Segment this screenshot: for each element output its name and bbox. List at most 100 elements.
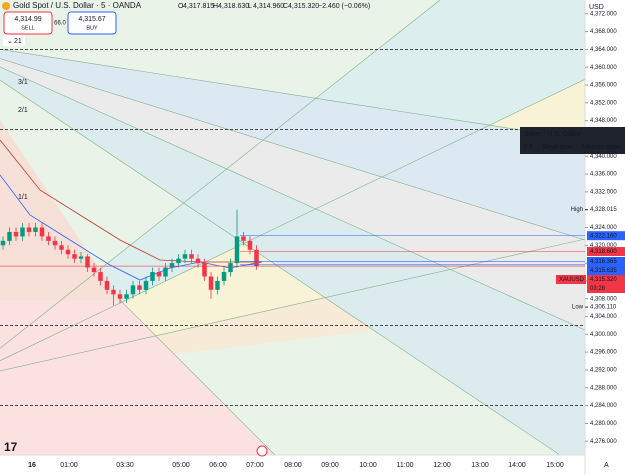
tag-bg — [587, 256, 625, 266]
y-tick-label: 4,356.000 — [590, 83, 617, 89]
x-tick-label: 01:00 — [60, 462, 78, 469]
candle-body — [247, 240, 253, 250]
y-tick-label: 4,300.000 — [590, 332, 617, 338]
fan-label: 3/1 — [18, 79, 28, 86]
fan-band — [0, 58, 585, 330]
candle-body — [72, 254, 77, 259]
tooltip-market: FX — [524, 144, 533, 151]
candle-body — [124, 294, 129, 299]
y-tick-label: 4,304.000 — [590, 314, 617, 320]
y-tick-label: 4,296.000 — [590, 350, 617, 356]
candle-body — [137, 285, 142, 290]
y-tick-label: 4,284.000 — [590, 403, 617, 409]
time-axis — [0, 455, 585, 475]
tag-name-bg — [556, 274, 586, 284]
spread: 66.0 — [54, 21, 66, 27]
y-tick-label: 4,360.000 — [590, 65, 617, 71]
x-tick-label: 13:00 — [471, 462, 489, 469]
y-tick-label: 4,288.000 — [590, 385, 617, 391]
candle-body — [20, 227, 25, 237]
tag-label: 4,328.015 — [590, 207, 617, 213]
candle-body — [234, 236, 240, 264]
moving-average — [0, 139, 262, 263]
sell-label: SELL — [21, 25, 34, 31]
candle-body — [7, 231, 12, 241]
logo: 17 — [4, 440, 18, 454]
fan-band — [0, 49, 585, 240]
ohlc-value: 4,314.960 — [253, 3, 284, 10]
candle-body — [156, 272, 162, 277]
x-tick-label: 12:00 — [433, 462, 451, 469]
ohlc-key: C — [283, 3, 288, 10]
candle-body — [169, 263, 175, 268]
candle-body — [208, 276, 214, 290]
candle-body — [241, 236, 246, 241]
tag-name: XAUUSD — [559, 277, 585, 283]
indicator: 21 — [14, 38, 22, 45]
candle-body — [195, 258, 201, 264]
symbol[interactable]: Gold Spot / U.S. Dollar · 5 · OANDA — [13, 1, 142, 10]
y-tick-label: 4,308.000 — [590, 296, 617, 302]
candle-body — [254, 249, 259, 267]
currency: USD — [589, 4, 604, 11]
y-tick-label: 4,324.000 — [590, 225, 617, 231]
candle-body — [202, 263, 207, 277]
fan-label: 1/1 — [18, 194, 28, 201]
fan-band — [0, 66, 585, 455]
candle-body — [59, 245, 64, 250]
x-tick-label: 07:00 — [246, 462, 264, 469]
sell-button[interactable] — [3, 11, 53, 35]
tooltip — [520, 127, 625, 154]
x-tick-label: 03:30 — [116, 462, 134, 469]
tag-name: Low — [572, 305, 584, 311]
candle-body — [130, 285, 136, 295]
symbol-icon — [2, 2, 10, 10]
tooltip-feed: Real-time — [543, 144, 573, 151]
x-tick-label: 09:00 — [321, 462, 339, 469]
buy-button[interactable] — [67, 11, 117, 35]
x-tick-label: 06:00 — [209, 462, 227, 469]
tag-label: 4,322.160 — [590, 233, 617, 239]
candle-body — [111, 289, 116, 295]
candle-body — [33, 227, 38, 232]
x-tick-label: 16 — [28, 462, 36, 469]
candle-body — [91, 267, 97, 273]
ohlc-key: O — [178, 3, 184, 10]
event-icon[interactable] — [256, 445, 268, 457]
ohlc-value: 4,318.630 — [218, 3, 249, 10]
x-tick-label: 15:00 — [546, 462, 564, 469]
sell-price: 4,314.99 — [14, 16, 41, 23]
ohlc-value: 4,317.815 — [183, 3, 214, 10]
indicator-toggle[interactable] — [3, 35, 25, 46]
y-tick-label: 4,352.000 — [590, 100, 617, 106]
tooltip-status: Market open — [582, 144, 621, 151]
candle-body — [189, 254, 194, 259]
y-tick-label: 4,336.000 — [590, 172, 617, 178]
x-tick-label: 10:00 — [359, 462, 377, 469]
y-tick-label: 4,340.000 — [590, 154, 617, 160]
candle-body — [39, 227, 45, 237]
x-tick-label: 11:00 — [397, 462, 414, 469]
fan-band — [0, 120, 120, 300]
y-tick-label: 4,368.000 — [590, 29, 617, 35]
candle-body — [98, 272, 103, 281]
fan-band — [0, 300, 275, 455]
y-tick-label: 4,276.000 — [590, 439, 617, 445]
candle-body — [26, 227, 32, 232]
tag-label: 4,316.365 — [590, 259, 617, 265]
candle-body — [143, 280, 149, 290]
fan-label: 2/1 — [18, 107, 28, 114]
tooltip-title: Silver / U.S. Dollar — [524, 131, 582, 138]
auto-scale[interactable]: A — [604, 462, 609, 469]
candle-body — [117, 294, 123, 299]
tag-label: 4,315.635 — [590, 268, 617, 274]
tag-bg — [587, 274, 625, 293]
x-tick-label: 08:00 — [284, 462, 302, 469]
price-tags: 4,328.015 High 4,322.160 4,318.600 4,316.365… — [0, 205, 625, 312]
tag-bg — [588, 302, 625, 312]
y-tick-label: 4,364.000 — [590, 47, 617, 53]
tag-name: High — [571, 207, 583, 213]
